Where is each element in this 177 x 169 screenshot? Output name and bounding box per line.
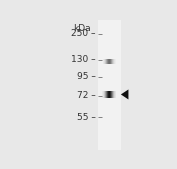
Text: 55 –: 55 –	[77, 113, 96, 122]
Polygon shape	[121, 89, 129, 100]
Text: 95 –: 95 –	[77, 72, 96, 81]
Text: 72 –: 72 –	[77, 91, 96, 100]
Text: 130 –: 130 –	[71, 55, 96, 64]
Bar	[98, 20, 121, 150]
Text: 250 –: 250 –	[71, 29, 96, 38]
Text: kDa: kDa	[73, 24, 91, 33]
